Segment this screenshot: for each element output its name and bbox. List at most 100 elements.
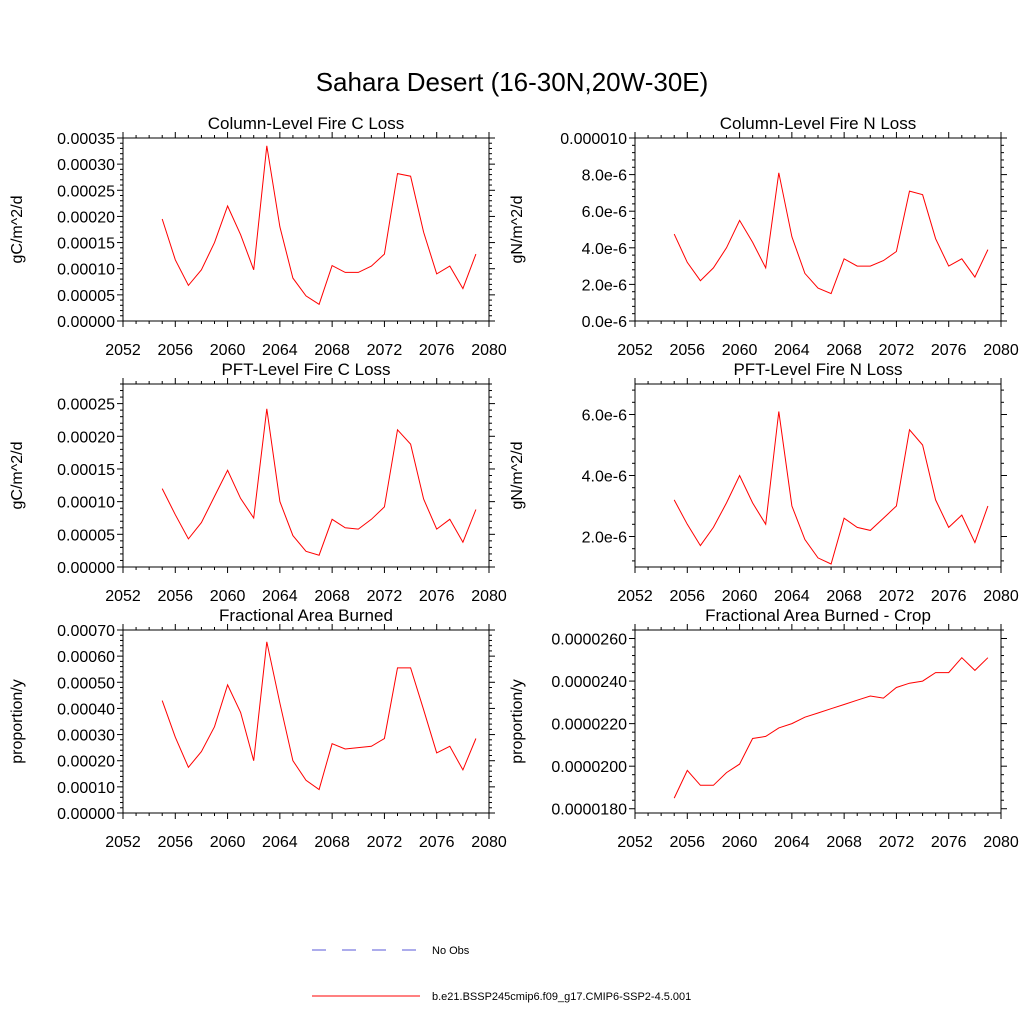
y-tick-label: 0.00005: [57, 288, 115, 305]
x-tick-label: 2068: [826, 588, 862, 605]
x-tick-label: 2076: [419, 834, 455, 851]
series-line: [161, 145, 477, 306]
y-tick-label: 6.0e-6: [582, 408, 627, 425]
x-tick-label: 2064: [262, 588, 298, 605]
panel-title: Column-Level Fire C Loss: [208, 114, 405, 133]
y-tick-label: 0.0000240: [551, 674, 627, 691]
y-tick-label: 6.0e-6: [582, 204, 627, 221]
x-tick-label: 2068: [314, 834, 350, 851]
panel-title: Fractional Area Burned - Crop: [705, 606, 931, 625]
y-tick-label: 0.0e-6: [582, 314, 627, 331]
y-axis-label: gC/m^2/d: [9, 196, 26, 264]
x-tick-label: 2060: [722, 834, 758, 851]
chart-panel-6: Fractional Area Burned - Crop 2052 2056 206…: [509, 606, 1019, 851]
x-tick-label: 2080: [471, 834, 507, 851]
x-tick-label: 2052: [617, 342, 653, 359]
x-tick-label: 2052: [617, 834, 653, 851]
x-tick-label: 2052: [105, 588, 141, 605]
chart-panel-2: Column-Level Fire N Loss 2052 2056 2060 2064…: [509, 114, 1019, 359]
x-tick-label: 2076: [931, 342, 967, 359]
panel-title: Column-Level Fire N Loss: [720, 114, 917, 133]
series-line: [673, 172, 989, 295]
y-tick-label: 0.00010: [57, 262, 115, 279]
x-tick-label: 2072: [879, 342, 915, 359]
y-tick-label: 0.00040: [57, 701, 115, 718]
x-tick-label: 2076: [419, 588, 455, 605]
series-line: [161, 641, 477, 791]
y-tick-label: 0.00030: [57, 728, 115, 745]
x-tick-label: 2056: [669, 588, 705, 605]
chart-panel-3: PFT-Level Fire C Loss 2052 2056 2060 2064 206…: [9, 360, 507, 605]
x-tick-label: 2080: [983, 342, 1019, 359]
x-tick-label: 2056: [669, 834, 705, 851]
x-tick-label: 2076: [419, 342, 455, 359]
y-tick-label: 0.00000: [57, 314, 115, 331]
figure-title: Sahara Desert (16-30N,20W-30E): [316, 67, 709, 97]
x-tick-label: 2052: [617, 588, 653, 605]
x-tick-label: 2064: [774, 834, 810, 851]
x-tick-label: 2068: [314, 588, 350, 605]
x-tick-label: 2056: [157, 342, 193, 359]
y-tick-label: 0.0000260: [551, 632, 627, 649]
chart-panel-4: PFT-Level Fire N Loss 2052 2056 2060 2064 206…: [509, 360, 1019, 605]
x-tick-label: 2052: [105, 834, 141, 851]
y-tick-label: 0.000010: [560, 131, 627, 148]
y-tick-label: 0.0000200: [551, 759, 627, 776]
plot-frame: [634, 137, 1002, 322]
y-axis-label: proportion/y: [9, 679, 26, 764]
x-tick-label: 2072: [367, 588, 403, 605]
x-tick-label: 2072: [367, 342, 403, 359]
x-tick-label: 2064: [774, 588, 810, 605]
x-tick-label: 2076: [931, 834, 967, 851]
plot-frame: [122, 383, 490, 568]
x-tick-label: 2060: [722, 342, 758, 359]
x-tick-label: 2080: [983, 588, 1019, 605]
y-tick-label: 0.00035: [57, 131, 115, 148]
y-tick-label: 0.00070: [57, 623, 115, 640]
panel-title: PFT-Level Fire C Loss: [221, 360, 390, 379]
x-tick-label: 2072: [367, 834, 403, 851]
x-tick-label: 2052: [105, 342, 141, 359]
y-tick-label: 2.0e-6: [582, 530, 627, 547]
y-tick-label: 0.00030: [57, 157, 115, 174]
y-tick-label: 8.0e-6: [582, 168, 627, 185]
x-tick-label: 2072: [879, 588, 915, 605]
plot-frame: [634, 629, 1002, 814]
x-tick-label: 2076: [931, 588, 967, 605]
x-tick-label: 2064: [774, 342, 810, 359]
x-tick-label: 2080: [471, 588, 507, 605]
chart-panel-1: Column-Level Fire C Loss 2052 2056 2060 2064…: [9, 114, 507, 359]
y-tick-label: 0.0000180: [551, 802, 627, 819]
plot-frame: [122, 629, 490, 814]
x-tick-label: 2060: [210, 834, 246, 851]
y-tick-label: 0.00020: [57, 754, 115, 771]
series-line: [161, 408, 477, 556]
y-axis-label: gC/m^2/d: [9, 442, 26, 510]
y-tick-label: 4.0e-6: [582, 241, 627, 258]
y-tick-label: 0.00015: [57, 462, 115, 479]
panels-group: Column-Level Fire C Loss 2052 2056 2060 2064…: [9, 114, 1019, 851]
y-tick-label: 0.00020: [57, 429, 115, 446]
y-tick-label: 2.0e-6: [582, 277, 627, 294]
x-tick-label: 2068: [826, 342, 862, 359]
x-tick-label: 2064: [262, 342, 298, 359]
y-tick-label: 0.0000220: [551, 717, 627, 734]
x-tick-label: 2056: [157, 588, 193, 605]
plot-frame: [122, 137, 490, 322]
panel-title: Fractional Area Burned: [219, 606, 393, 625]
y-axis-label: gN/m^2/d: [509, 196, 526, 264]
x-tick-label: 2068: [314, 342, 350, 359]
x-tick-label: 2060: [722, 588, 758, 605]
panel-title: PFT-Level Fire N Loss: [733, 360, 902, 379]
y-axis-label: gN/m^2/d: [509, 442, 526, 510]
legend-label-model-run: b.e21.BSSP245cmip6.f09_g17.CMIP6-SSP2-4.…: [432, 991, 691, 1003]
plot-frame: [634, 383, 1002, 568]
x-tick-label: 2080: [983, 834, 1019, 851]
series-line: [673, 656, 989, 799]
y-tick-label: 4.0e-6: [582, 469, 627, 486]
y-tick-label: 0.00050: [57, 675, 115, 692]
y-tick-label: 0.00020: [57, 209, 115, 226]
x-tick-label: 2060: [210, 588, 246, 605]
y-tick-label: 0.00005: [57, 527, 115, 544]
x-tick-label: 2064: [262, 834, 298, 851]
